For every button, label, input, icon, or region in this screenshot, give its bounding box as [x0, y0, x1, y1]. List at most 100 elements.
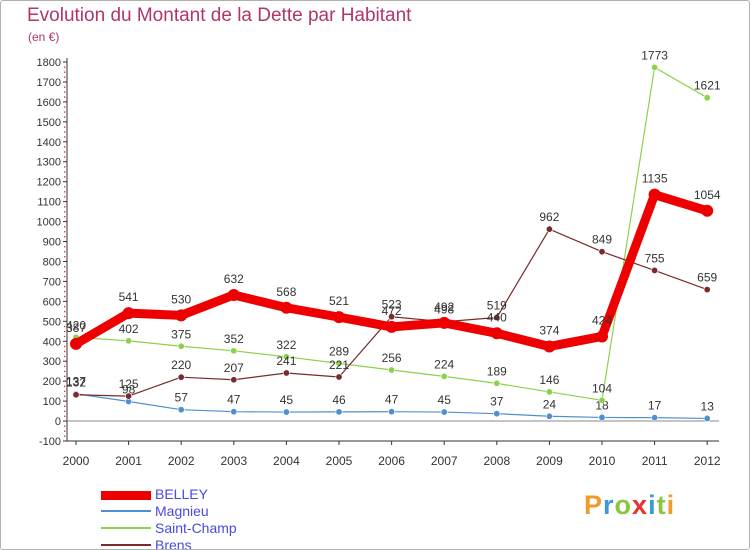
y-minor-tick	[64, 156, 66, 158]
y-minor-tick	[64, 365, 66, 368]
y-tick-label: 1500	[37, 117, 61, 129]
data-point	[493, 314, 501, 322]
legend-label-brens: Brens	[155, 537, 192, 550]
data-point	[125, 392, 133, 400]
data-point	[651, 414, 659, 422]
data-point	[651, 63, 659, 71]
y-tick-label: -100	[39, 436, 61, 448]
data-point	[122, 307, 135, 320]
y-tick-label: 1000	[37, 217, 61, 229]
data-point	[440, 408, 448, 416]
data-point	[388, 366, 396, 374]
data-point	[438, 316, 451, 329]
y-tick-label: 400	[43, 336, 61, 348]
y-minor-tick	[64, 226, 66, 228]
data-label: 568	[276, 285, 296, 299]
data-point	[703, 94, 711, 102]
y-minor-tick	[64, 111, 66, 113]
y-minor-tick	[64, 86, 66, 88]
logo-letter: P	[584, 490, 604, 520]
y-minor-tick	[64, 211, 66, 213]
y-minor-tick	[64, 255, 66, 258]
x-tick-label: 2011	[642, 454, 668, 468]
data-label: 375	[171, 327, 191, 341]
data-point	[543, 340, 556, 353]
data-label: 13	[701, 399, 715, 413]
x-tick-label: 2000	[63, 454, 90, 468]
y-minor-tick	[64, 415, 66, 417]
data-point	[335, 373, 343, 381]
data-label: 47	[385, 393, 399, 407]
data-label: 45	[438, 393, 452, 407]
data-label: 241	[276, 354, 296, 368]
legend-swatch-brens	[101, 544, 151, 546]
y-minor-tick	[64, 91, 66, 93]
legend-label-magnieu: Magnieu	[155, 503, 209, 519]
legend-label-saint-champ: Saint-Champ	[155, 520, 237, 536]
y-tick-label: 1200	[37, 177, 61, 189]
y-minor-tick	[64, 196, 66, 198]
data-label: 1054	[694, 188, 721, 202]
y-minor-tick	[64, 330, 66, 333]
y-minor-tick	[64, 425, 66, 427]
y-minor-tick	[64, 325, 66, 328]
data-point	[703, 414, 711, 422]
y-minor-tick	[64, 176, 66, 178]
y-minor-tick	[64, 66, 66, 68]
y-minor-tick	[64, 186, 66, 188]
logo-letter: i	[666, 490, 676, 520]
data-point	[440, 372, 448, 380]
data-point	[385, 320, 398, 333]
data-label: 104	[592, 381, 612, 395]
data-label: 189	[487, 364, 507, 378]
y-tick-label: 1800	[37, 57, 61, 69]
data-point	[227, 288, 240, 301]
data-label: 146	[539, 373, 559, 387]
y-tick-label: 700	[43, 276, 61, 288]
data-point	[230, 376, 238, 384]
y-minor-tick	[64, 290, 66, 293]
data-point	[651, 266, 659, 274]
data-label: 45	[280, 393, 294, 407]
data-point	[598, 396, 606, 404]
y-minor-tick	[64, 231, 66, 233]
logo-letter: x	[632, 490, 649, 520]
x-tick-label: 2009	[536, 454, 563, 468]
data-point	[72, 391, 80, 399]
y-minor-tick	[64, 390, 66, 393]
y-minor-tick	[64, 375, 66, 378]
data-label: 46	[332, 393, 346, 407]
data-label: 220	[171, 358, 191, 372]
data-point	[70, 337, 82, 350]
data-point	[648, 188, 661, 201]
chart-subtitle: (en €)	[28, 30, 60, 44]
data-point	[282, 353, 290, 361]
x-tick-label: 2005	[326, 454, 353, 468]
series-magnieu: 137 98 57 47 45 46 47 45 37 24 18 17 13	[66, 375, 714, 422]
data-point	[388, 313, 396, 321]
data-label: 541	[119, 290, 139, 304]
data-label: 530	[171, 292, 191, 306]
data-point	[703, 286, 711, 294]
y-minor-tick	[64, 350, 66, 353]
data-label: 492	[434, 300, 454, 314]
y-minor-tick	[64, 236, 66, 238]
data-point	[333, 311, 345, 324]
y-minor-tick	[64, 410, 66, 412]
series-brens: 132 125 220 207 241 221 523 498 519 962 849 755 659	[66, 210, 718, 400]
logo-letter: o	[614, 490, 633, 520]
data-point	[230, 347, 238, 355]
y-minor-tick	[64, 345, 66, 348]
y-tick-label: 800	[43, 256, 61, 268]
y-minor-tick	[64, 246, 66, 248]
y-tick-label: 900	[43, 237, 61, 249]
data-label: 420	[66, 318, 86, 332]
y-minor-tick	[64, 430, 66, 432]
y-minor-tick	[64, 285, 66, 288]
data-point	[282, 369, 290, 377]
data-label: 47	[227, 393, 241, 407]
data-label: 137	[66, 375, 86, 389]
data-point	[177, 373, 185, 381]
data-label: 374	[539, 323, 559, 337]
x-tick-label: 2003	[220, 454, 247, 468]
